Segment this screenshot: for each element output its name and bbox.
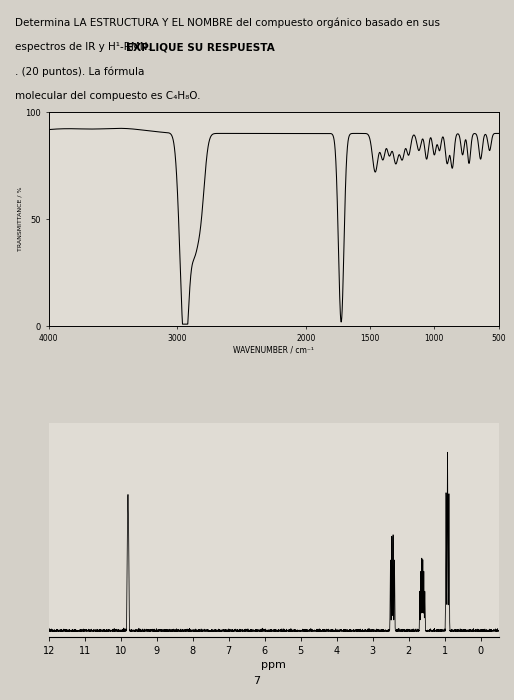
X-axis label: ppm: ppm	[261, 660, 286, 670]
Y-axis label: TRANSMITTANCE / %: TRANSMITTANCE / %	[17, 187, 23, 251]
X-axis label: WAVENUMBER / cm⁻¹: WAVENUMBER / cm⁻¹	[233, 346, 314, 355]
Text: Determina LA ESTRUCTURA Y EL NOMBRE del compuesto orgánico basado en sus: Determina LA ESTRUCTURA Y EL NOMBRE del …	[15, 18, 440, 28]
Text: 7: 7	[253, 676, 261, 686]
Text: espectros de IR y H¹-RMN.: espectros de IR y H¹-RMN.	[15, 42, 155, 52]
Text: molecular del compuesto es C₄H₈O.: molecular del compuesto es C₄H₈O.	[15, 91, 201, 101]
Text: . (20 puntos). La fórmula: . (20 puntos). La fórmula	[15, 66, 145, 77]
Text: EXPLIQUE SU RESPUESTA: EXPLIQUE SU RESPUESTA	[126, 42, 274, 52]
